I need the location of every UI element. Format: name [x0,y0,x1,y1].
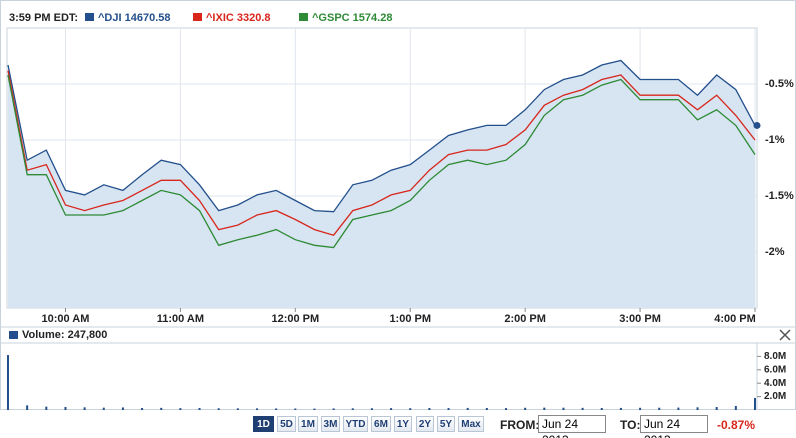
volume-bar [505,408,507,410]
y-tick-label: 4.0M [764,378,786,389]
x-tick-label: 1:00 PM [389,313,431,325]
volume-bar [543,407,546,410]
volume-bar [102,407,105,410]
volume-title: Volume: 247,800 [22,329,107,341]
to-input[interactable]: Jun 24 2013 [640,415,708,438]
range-button[interactable]: 5Y [437,416,455,432]
volume-bar [236,408,239,410]
y-tick-label: -1.5% [765,190,794,202]
to-label: TO: [620,418,641,432]
volume-bar [619,407,622,410]
volume-bar [447,408,450,410]
volume-bar [409,408,412,410]
legend-name: ^GSPC [312,12,350,24]
volume-bar [658,407,661,410]
legend-name: ^DJI [98,12,122,24]
series-line [7,74,756,249]
volume-bar [198,407,201,410]
range-button[interactable]: YTD [343,416,368,432]
y-tick-label: -1% [765,134,785,146]
x-tick-label: 10:00 AM [42,313,90,325]
volume-bar [294,408,297,410]
volume-bar [696,407,699,410]
range-button[interactable]: 1M [298,416,318,432]
timestamp: 3:59 PM EDT: [9,12,78,24]
volume-bar [428,407,431,410]
range-button[interactable]: 5D [277,416,296,432]
volume-bar [256,408,258,410]
volume-bar [485,407,488,410]
area [8,60,755,308]
range-button[interactable]: 1Y [394,416,412,432]
range-button[interactable]: 6M [371,416,391,432]
y-tick-label: -0.5% [765,78,794,90]
volume-bar [351,408,354,410]
y-tick-label: -2% [765,246,785,258]
legend-label: ^GSPC 1574.28 [312,12,392,24]
volume-bar [370,408,373,410]
range-button[interactable]: Max [458,416,484,432]
volume-bar [313,408,316,410]
legend-quote: 14670.58 [125,12,171,24]
close-icon[interactable] [779,329,791,341]
x-tick-label: 3:00 PM [619,313,661,325]
from-label: FROM: [500,418,540,432]
volume-bar [160,407,163,410]
volume-bar [275,408,278,410]
x-tick-label: 11:00 AM [157,313,204,325]
series-line [7,70,756,236]
x-tick-label: 2:00 PM [504,313,546,325]
legend-swatch [299,13,308,21]
volume-bar [754,397,756,410]
volume-bar [715,406,718,410]
volume-bar [581,407,584,410]
volume-bar [217,408,220,410]
chart: 3:59 PM EDT: -0.5% -1% -1.5% -2% 10:00 AM 11:… [0,0,796,410]
volume-bar [26,405,29,410]
volume-bar [141,407,144,410]
y-tick-label: 6.0M [764,364,786,375]
range-button[interactable]: 3M [321,416,340,432]
volume-bar [524,407,527,410]
legend-swatch [193,13,202,21]
volume-bar [390,408,393,410]
legend-swatch [9,331,18,339]
x-tick-label: 4:00 PM [714,313,756,325]
x-tick-label: 12:00 PM [271,313,319,325]
legend-swatch [85,13,94,21]
legend-label: ^IXIC 3320.8 [206,12,271,24]
range-button[interactable]: 2Y [416,416,434,432]
volume-bar [45,406,48,410]
y-tick-label: 8.0M [764,351,786,362]
last-point [753,121,761,129]
from-input[interactable]: Jun 24 2013 [538,415,606,438]
volume-bar [677,407,680,410]
y-tick-label: 2.0M [764,391,786,402]
volume-bar [83,407,86,410]
volume-bar [466,407,469,410]
volume-bar [600,407,603,410]
volume-bar [562,407,565,410]
legend-name: ^IXIC [206,12,234,24]
volume-bar [734,405,737,410]
volume-bar [179,408,182,410]
legend-quote: 1574.28 [353,12,393,24]
volume-bar [7,355,9,410]
volume-bar [121,407,124,410]
volume-bar [64,406,67,410]
range-button[interactable]: 1D [253,416,274,432]
series-line [7,59,756,213]
change: -0.87% [717,418,756,432]
legend-label: ^DJI 14670.58 [98,12,171,24]
volume-bar [639,407,642,410]
legend-quote: 3320.8 [237,12,271,24]
volume-bar [332,408,335,410]
